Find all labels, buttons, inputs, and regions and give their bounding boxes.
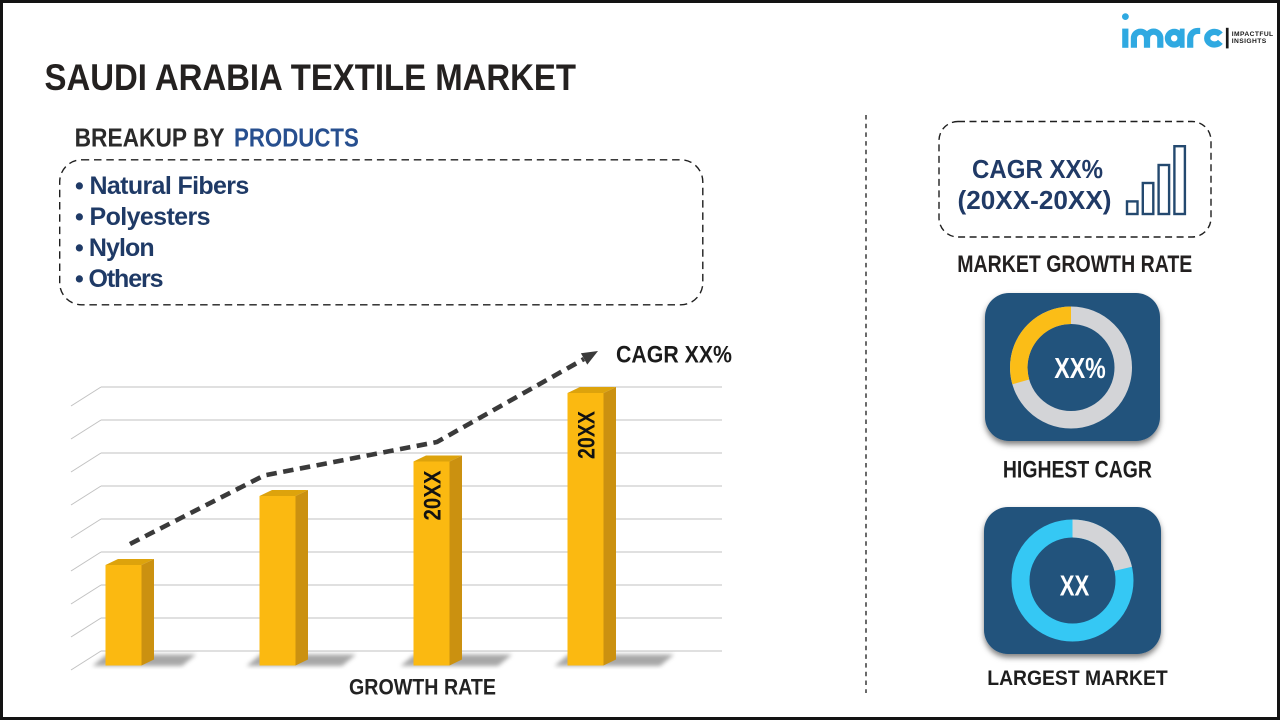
svg-text:LARGEST MARKET: LARGEST MARKET: [987, 666, 1168, 690]
svg-text:MARKET GROWTH RATE: MARKET GROWTH RATE: [957, 251, 1192, 278]
svg-text:20XX: 20XX: [574, 410, 601, 459]
svg-text:• Natural Fibers: • Natural Fibers: [75, 172, 249, 200]
svg-text:XX%: XX%: [1054, 353, 1106, 385]
svg-text:XX: XX: [1060, 570, 1090, 602]
svg-text:(20XX-20XX): (20XX-20XX): [958, 187, 1112, 215]
svg-text:HIGHEST CAGR: HIGHEST CAGR: [1003, 457, 1152, 484]
svg-text:SAUDI ARABIA TEXTILE MARKET: SAUDI ARABIA TEXTILE MARKET: [45, 56, 577, 98]
svg-text:INSIGHTS: INSIGHTS: [1232, 38, 1267, 45]
svg-text:IMPACTFUL: IMPACTFUL: [1232, 31, 1274, 38]
svg-text:BREAKUP BY: BREAKUP BY: [75, 125, 225, 153]
svg-text:20XX: 20XX: [419, 470, 446, 521]
svg-text:• Others: • Others: [75, 265, 164, 293]
svg-text:PRODUCTS: PRODUCTS: [234, 125, 359, 153]
svg-text:GROWTH RATE: GROWTH RATE: [349, 674, 496, 699]
svg-text:CAGR XX%: CAGR XX%: [616, 342, 732, 369]
svg-text:• Nylon: • Nylon: [75, 234, 155, 262]
svg-text:CAGR XX%: CAGR XX%: [972, 156, 1103, 184]
svg-text:• Polyesters: • Polyesters: [75, 203, 211, 231]
